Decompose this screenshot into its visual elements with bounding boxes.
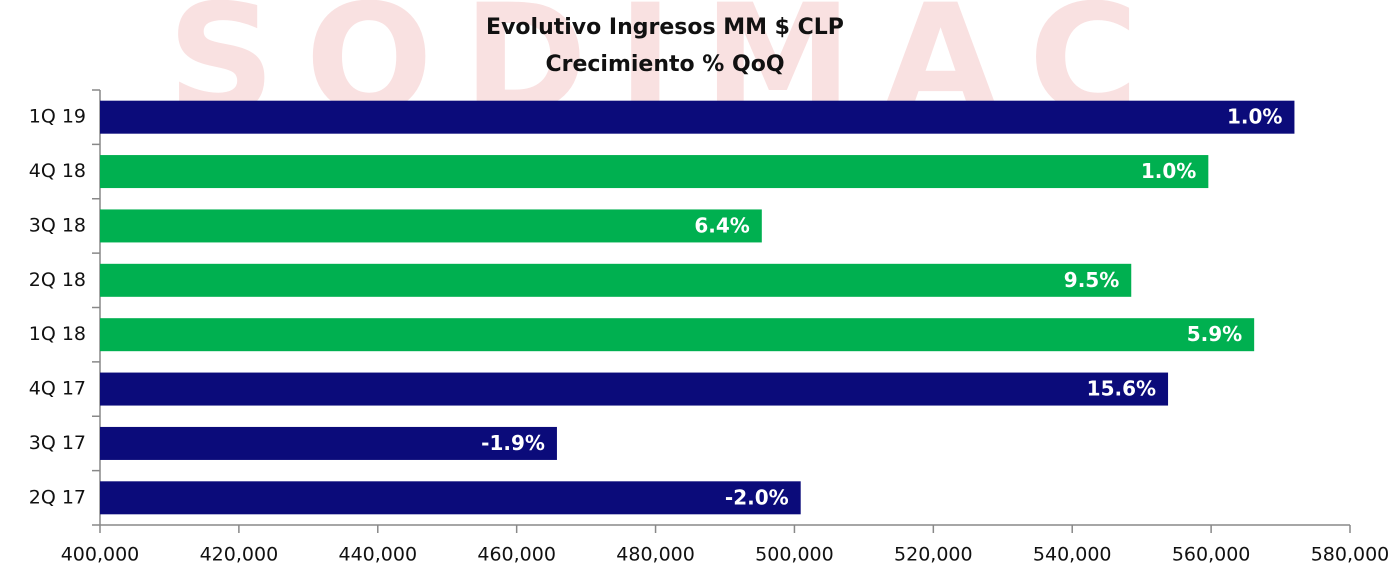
y-tick-label: 4Q 17 <box>29 378 86 400</box>
y-tick-label: 1Q 18 <box>29 323 86 345</box>
x-tick-label: 460,000 <box>477 544 556 566</box>
bar <box>100 155 1209 189</box>
data-label: 6.4% <box>694 213 749 237</box>
chart-subtitle: Crecimiento % QoQ <box>545 52 784 77</box>
x-tick-label: 540,000 <box>1033 544 1112 566</box>
bar <box>100 481 801 515</box>
y-tick-label: 3Q 18 <box>29 214 86 236</box>
x-tick-label: 520,000 <box>894 544 973 566</box>
data-label: -1.9% <box>481 431 545 455</box>
data-label: 5.9% <box>1187 322 1242 346</box>
bar <box>100 372 1169 406</box>
y-tick-label: 3Q 17 <box>29 432 86 454</box>
data-label: 15.6% <box>1087 377 1156 401</box>
bar <box>100 426 557 460</box>
data-label: 1.0% <box>1141 159 1196 183</box>
bar <box>100 209 762 243</box>
data-label: 9.5% <box>1064 268 1119 292</box>
x-tick-label: 480,000 <box>616 544 695 566</box>
x-tick-label: 440,000 <box>338 544 417 566</box>
chart-title: Evolutivo Ingresos MM $ CLP <box>486 15 844 40</box>
y-tick-label: 2Q 17 <box>29 486 86 508</box>
x-tick-label: 500,000 <box>755 544 834 566</box>
data-label: -2.0% <box>725 485 789 509</box>
x-tick-label: 580,000 <box>1311 544 1390 566</box>
bar <box>100 100 1295 134</box>
y-tick-label: 4Q 18 <box>29 160 86 182</box>
y-tick-label: 2Q 18 <box>29 269 86 291</box>
x-tick-label: 420,000 <box>200 544 279 566</box>
y-tick-label: 1Q 19 <box>29 106 86 128</box>
data-label: 1.0% <box>1227 105 1282 129</box>
bar <box>100 263 1132 297</box>
bar <box>100 318 1255 352</box>
x-tick-label: 400,000 <box>61 544 140 566</box>
x-tick-label: 560,000 <box>1172 544 1251 566</box>
